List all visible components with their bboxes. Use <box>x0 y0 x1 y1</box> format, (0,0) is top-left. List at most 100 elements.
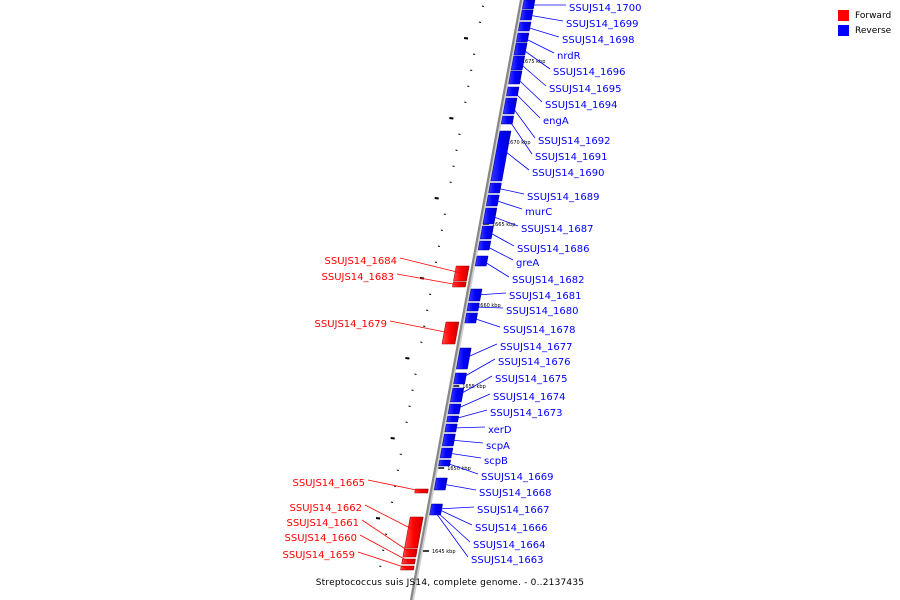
forward-gene-label[interactable]: SSUJS14_1683 <box>322 272 395 283</box>
scale-tick <box>452 165 455 167</box>
scale-kbp-label: 1645 kbp <box>432 549 456 555</box>
reverse-gene-label[interactable]: SSUJS14_1675 <box>495 374 568 385</box>
reverse-gene-feature[interactable] <box>477 240 492 251</box>
reverse-gene-label[interactable]: SSUJS14_1700 <box>569 3 642 14</box>
reverse-gene-feature[interactable] <box>488 182 502 194</box>
reverse-label-leader <box>465 343 498 359</box>
reverse-gene-feature[interactable] <box>510 55 526 71</box>
scale-tick <box>434 261 438 263</box>
scale-tick <box>437 245 441 247</box>
reverse-gene-feature[interactable] <box>502 97 518 115</box>
forward-gene-label[interactable]: SSUJS14_1659 <box>283 550 356 561</box>
reverse-gene-feature[interactable] <box>429 503 443 516</box>
reverse-gene-label[interactable]: SSUJS14_1690 <box>532 168 605 179</box>
reverse-label-leader <box>508 119 533 155</box>
reverse-gene-label[interactable]: SSUJS14_1694 <box>545 100 618 111</box>
scale-tick <box>405 421 408 423</box>
reverse-gene-label[interactable]: SSUJS14_1687 <box>521 224 594 235</box>
reverse-gene-feature[interactable] <box>518 21 532 32</box>
reverse-gene-feature[interactable] <box>441 433 456 447</box>
forward-gene-label[interactable]: SSUJS14_1684 <box>325 256 398 267</box>
reverse-gene-feature[interactable] <box>464 312 478 324</box>
reverse-gene-feature[interactable] <box>446 415 460 423</box>
reverse-gene-label[interactable]: SSUJS14_1680 <box>506 306 579 317</box>
reverse-gene-feature[interactable] <box>515 32 530 43</box>
forward-gene-label[interactable]: SSUJS14_1661 <box>287 518 360 529</box>
reverse-gene-label[interactable]: SSUJS14_1678 <box>503 325 576 336</box>
reverse-gene-label[interactable]: SSUJS14_1663 <box>471 555 544 566</box>
forward-gene-feature[interactable] <box>402 548 418 558</box>
reverse-gene-label[interactable]: SSUJS14_1669 <box>481 472 554 483</box>
scale-kbp-label: 1665 kbp <box>492 222 516 228</box>
reverse-gene-feature[interactable] <box>433 477 448 491</box>
reverse-gene-feature[interactable] <box>513 42 528 56</box>
forward-gene-label[interactable]: SSUJS14_1665 <box>293 478 366 489</box>
reverse-gene-feature[interactable] <box>456 347 472 370</box>
reverse-gene-label[interactable]: SSUJS14_1681 <box>509 291 582 302</box>
reverse-gene-label[interactable]: SSUJS14_1673 <box>490 408 563 419</box>
reverse-gene-label[interactable]: SSUJS14_1691 <box>535 152 608 163</box>
scale-tick <box>408 405 411 407</box>
reverse-gene-feature[interactable] <box>520 9 534 21</box>
reverse-gene-feature[interactable] <box>482 207 498 225</box>
forward-gene-feature[interactable] <box>453 265 470 282</box>
scale-tick <box>423 325 426 327</box>
forward-gene-feature[interactable] <box>441 321 460 345</box>
reverse-gene-label[interactable]: scpB <box>484 456 508 467</box>
reverse-gene-feature[interactable] <box>479 225 494 240</box>
reverse-gene-feature[interactable] <box>485 194 500 207</box>
reverse-label-leader <box>436 511 471 543</box>
reverse-gene-feature[interactable] <box>468 288 483 302</box>
scale-tick <box>463 37 469 40</box>
reverse-gene-label[interactable]: SSUJS14_1692 <box>538 136 611 147</box>
forward-label-leader <box>359 534 409 562</box>
reverse-gene-label[interactable]: SSUJS14_1666 <box>475 523 548 534</box>
reverse-label-leader <box>442 483 477 491</box>
reverse-gene-feature[interactable] <box>447 403 462 415</box>
reverse-gene-label[interactable]: SSUJS14_1677 <box>500 342 573 353</box>
forward-gene-label[interactable]: SSUJS14_1660 <box>285 533 358 544</box>
reverse-gene-label[interactable]: SSUJS14_1668 <box>479 488 552 499</box>
reverse-gene-feature[interactable] <box>522 0 536 10</box>
reverse-gene-feature[interactable] <box>449 387 465 403</box>
forward-gene-label[interactable]: SSUJS14_1679 <box>315 319 388 330</box>
reverse-gene-label[interactable]: SSUJS14_1676 <box>498 357 571 368</box>
scale-tick <box>434 197 439 200</box>
forward-gene-feature[interactable] <box>414 488 429 494</box>
forward-label-leader <box>399 257 462 274</box>
reverse-gene-label[interactable]: SSUJS14_1667 <box>477 505 550 516</box>
reverse-gene-feature[interactable] <box>490 130 512 182</box>
forward-gene-feature[interactable] <box>404 516 424 549</box>
reverse-gene-feature[interactable] <box>466 302 480 312</box>
reverse-gene-label[interactable]: SSUJS14_1699 <box>566 19 639 30</box>
reverse-gene-feature[interactable] <box>474 255 489 267</box>
reverse-gene-label[interactable]: greA <box>516 258 539 269</box>
reverse-gene-label[interactable]: SSUJS14_1682 <box>512 275 585 286</box>
reverse-gene-feature[interactable] <box>508 70 523 85</box>
reverse-gene-label[interactable]: SSUJS14_1689 <box>527 192 600 203</box>
reverse-gene-label[interactable]: SSUJS14_1698 <box>562 35 635 46</box>
reverse-gene-label[interactable]: SSUJS14_1674 <box>493 392 566 403</box>
forward-gene-feature[interactable] <box>452 281 467 288</box>
reverse-gene-feature[interactable] <box>438 459 451 467</box>
reverse-gene-label[interactable]: SSUJS14_1686 <box>517 244 590 255</box>
reverse-gene-label[interactable]: SSUJS14_1696 <box>553 67 626 78</box>
reverse-gene-label[interactable]: SSUJS14_1664 <box>473 540 546 551</box>
reverse-gene-feature[interactable] <box>453 372 467 385</box>
reverse-label-leader <box>455 393 491 410</box>
reverse-gene-label[interactable]: murC <box>525 207 552 218</box>
reverse-label-leader <box>496 187 525 195</box>
legend-reverse-label: Reverse <box>855 25 892 36</box>
reverse-gene-label[interactable]: nrdR <box>557 51 581 62</box>
reverse-gene-label[interactable]: xerD <box>488 425 512 436</box>
reverse-gene-label[interactable]: engA <box>543 116 569 127</box>
reverse-gene-label[interactable]: SSUJS14_1695 <box>549 84 622 95</box>
forward-gene-label[interactable]: SSUJS14_1662 <box>290 503 363 514</box>
reverse-gene-feature[interactable] <box>444 423 458 433</box>
reverse-gene-label[interactable]: scpA <box>486 441 510 452</box>
reverse-label-leader <box>450 439 484 444</box>
reverse-gene-feature[interactable] <box>439 447 454 459</box>
forward-gene-feature[interactable] <box>401 558 416 565</box>
reverse-gene-feature[interactable] <box>500 115 515 125</box>
